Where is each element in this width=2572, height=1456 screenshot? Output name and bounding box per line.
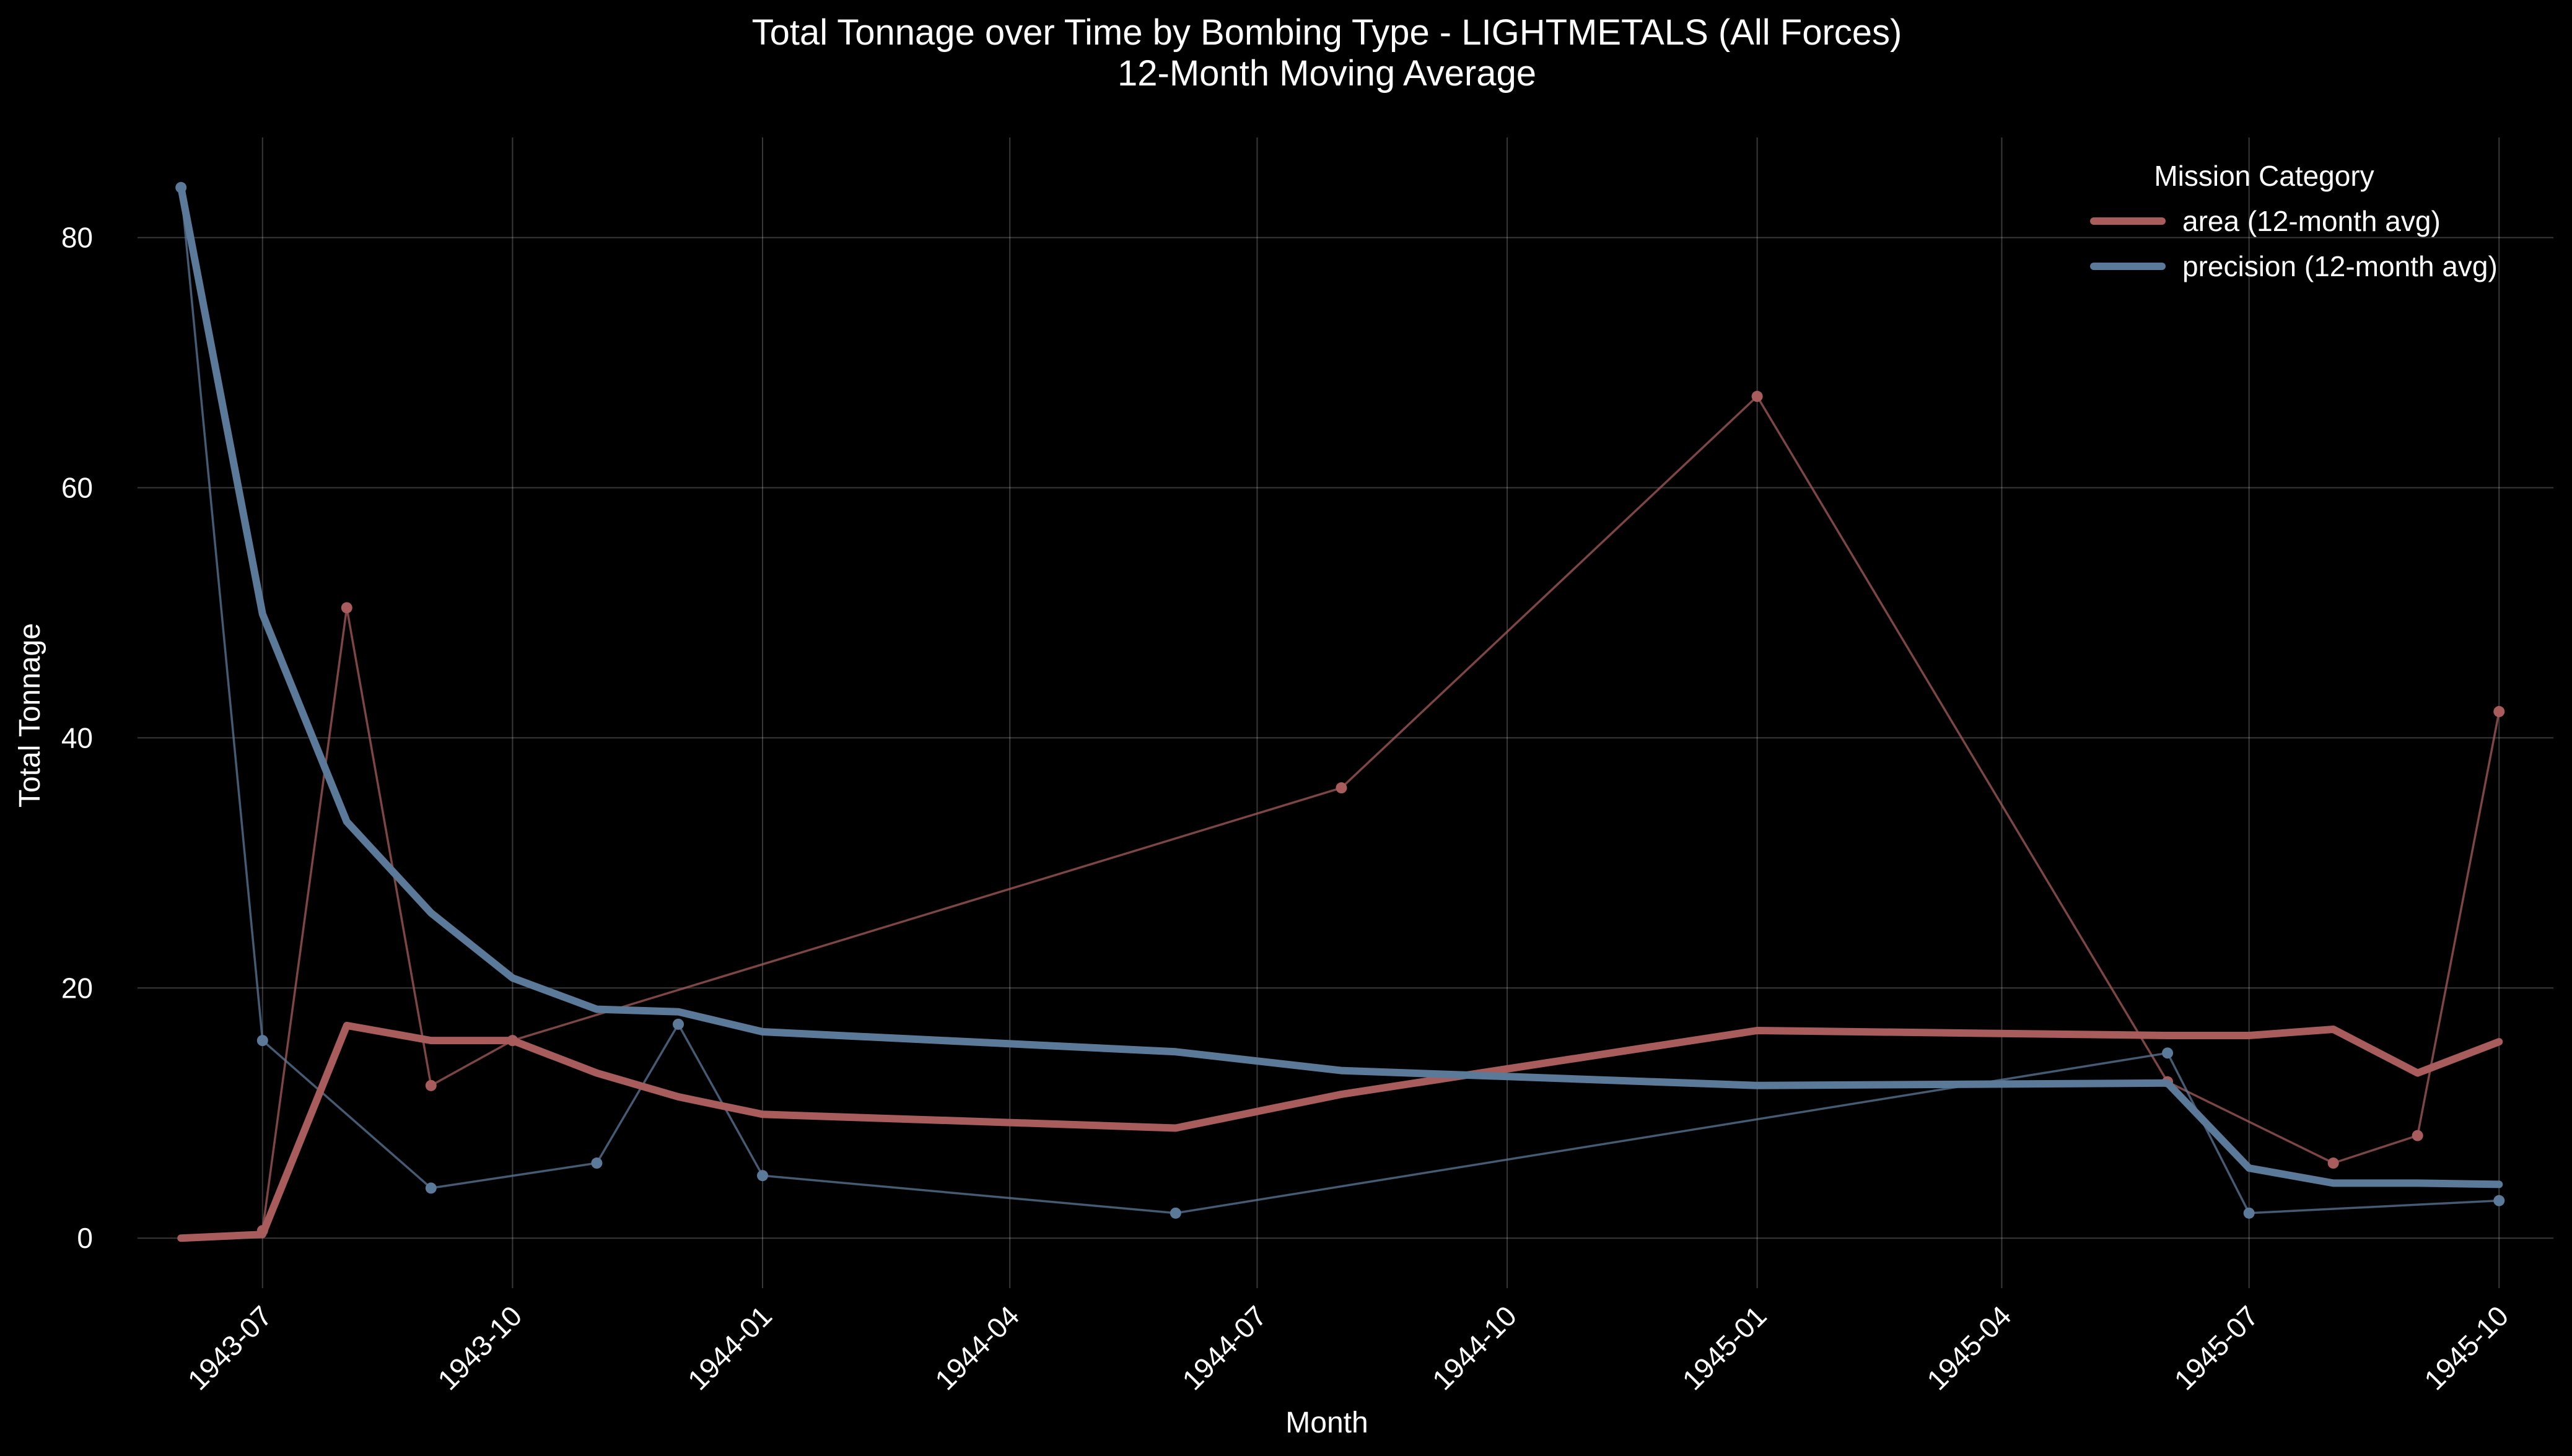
data-point-precision_raw xyxy=(756,1170,768,1182)
data-point-area_raw xyxy=(2493,705,2505,717)
data-point-area_raw xyxy=(2412,1130,2423,1141)
data-point-area_raw xyxy=(1336,782,1347,794)
chart-title: Total Tonnage over Time by Bombing Type … xyxy=(752,12,1902,53)
data-point-precision_raw xyxy=(2243,1207,2255,1219)
x-axis-label: Month xyxy=(1285,1406,1368,1439)
y-tick-label: 0 xyxy=(77,1222,93,1254)
y-tick-label: 80 xyxy=(61,222,93,254)
series-line-area_avg xyxy=(177,1021,2503,1242)
data-point-precision_raw xyxy=(2162,1047,2174,1059)
series-line-precision_avg xyxy=(177,183,2503,1188)
legend-label-area: area (12-month avg) xyxy=(2182,205,2441,237)
data-point-area_raw xyxy=(341,602,352,614)
series-line-area_raw xyxy=(261,395,2501,1231)
series-line-precision_raw xyxy=(180,187,2500,1214)
data-point-precision_raw xyxy=(256,1035,268,1047)
y-tick-label: 60 xyxy=(61,471,93,503)
data-point-precision_raw xyxy=(425,1182,437,1194)
data-point-precision_raw xyxy=(1170,1207,1181,1219)
data-point-area_raw xyxy=(1751,391,1763,403)
y-tick-label: 40 xyxy=(61,721,93,754)
data-point-area_raw xyxy=(425,1079,437,1091)
data-point-precision_raw xyxy=(673,1018,685,1030)
data-point-precision_raw xyxy=(2493,1195,2505,1206)
y-axis-label: Total Tonnage xyxy=(14,623,46,808)
chart-subtitle: 12-Month Moving Average xyxy=(1118,53,1536,94)
legend-title: Mission Category xyxy=(2154,160,2374,192)
legend-label-precision: precision (12-month avg) xyxy=(2182,250,2498,282)
legend: Mission Category area (12-month avg) pre… xyxy=(2090,160,2498,282)
data-point-area_raw xyxy=(2327,1157,2339,1169)
y-axis-ticks: 0 20 40 60 80 xyxy=(61,222,93,1255)
data-point-precision_raw xyxy=(591,1157,603,1169)
y-tick-label: 20 xyxy=(61,972,93,1004)
series-layer xyxy=(175,181,2505,1242)
